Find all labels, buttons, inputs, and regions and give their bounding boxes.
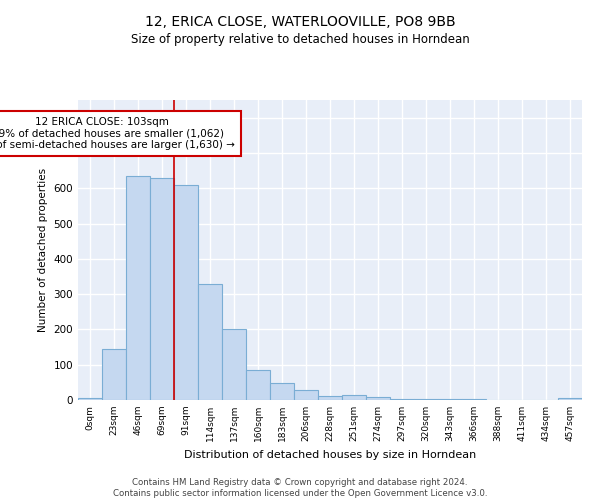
Bar: [558, 398, 582, 400]
Text: 12, ERICA CLOSE, WATERLOOVILLE, PO8 9BB: 12, ERICA CLOSE, WATERLOOVILLE, PO8 9BB: [145, 15, 455, 29]
Bar: [222, 330, 246, 400]
Bar: [318, 396, 342, 400]
Bar: [174, 184, 198, 400]
Bar: [102, 349, 126, 400]
Text: Contains HM Land Registry data © Crown copyright and database right 2024.
Contai: Contains HM Land Registry data © Crown c…: [113, 478, 487, 498]
Bar: [246, 370, 270, 400]
Y-axis label: Number of detached properties: Number of detached properties: [38, 168, 48, 332]
Bar: [150, 178, 174, 400]
X-axis label: Distribution of detached houses by size in Horndean: Distribution of detached houses by size …: [184, 450, 476, 460]
Bar: [342, 395, 366, 400]
Bar: [414, 398, 438, 400]
Bar: [438, 398, 462, 400]
Text: Size of property relative to detached houses in Horndean: Size of property relative to detached ho…: [131, 32, 469, 46]
Bar: [294, 390, 318, 400]
Bar: [78, 398, 102, 400]
Bar: [126, 176, 150, 400]
Bar: [198, 284, 222, 400]
Bar: [270, 383, 294, 400]
Bar: [366, 397, 390, 400]
Text: 12 ERICA CLOSE: 103sqm
← 39% of detached houses are smaller (1,062)
60% of semi-: 12 ERICA CLOSE: 103sqm ← 39% of detached…: [0, 117, 235, 150]
Bar: [390, 398, 414, 400]
Bar: [462, 399, 486, 400]
